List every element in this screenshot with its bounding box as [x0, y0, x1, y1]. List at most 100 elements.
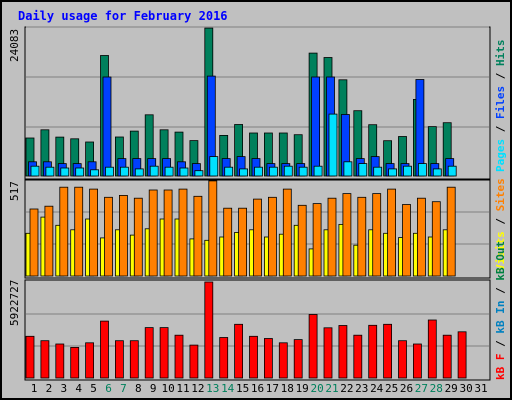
bar-pages [328, 113, 338, 177]
bar-pages [60, 167, 70, 177]
bar-sites [74, 186, 84, 277]
x-tick-label: 15 [236, 382, 249, 395]
bar-pages [373, 166, 383, 177]
bar-sites [387, 188, 397, 277]
bar-sites [267, 196, 277, 277]
bar-sites [193, 195, 203, 277]
bar-kbf [129, 340, 139, 379]
bar-kbf [412, 343, 422, 379]
bar-files [311, 76, 321, 177]
bar-kbf [368, 324, 378, 379]
bar-kbf [278, 342, 288, 379]
bar-kbf [70, 346, 80, 379]
middle-max-label: 517 [8, 181, 21, 201]
panel-middle-frame [24, 179, 491, 279]
x-tick-label: 25 [385, 382, 398, 395]
legend-separator: / [494, 281, 507, 301]
bar-kbf [219, 337, 229, 379]
panel-bottom-frame [24, 279, 491, 381]
bar-sites [133, 197, 143, 277]
bar-kbf [249, 335, 258, 379]
bar-kbf [144, 327, 154, 379]
legend: Pages / Files / Hits [494, 40, 507, 173]
bar-sites [148, 189, 158, 277]
bar-pages [209, 156, 219, 177]
bar-sites [402, 204, 411, 277]
legend-separator: / [494, 119, 507, 139]
x-tick-label: 9 [150, 382, 157, 395]
bar-sites [312, 203, 322, 277]
bar-sites [431, 201, 441, 277]
bar-pages [313, 165, 323, 177]
x-tick-label: 28 [430, 382, 443, 395]
bar-kbf [55, 343, 65, 379]
bar-pages [194, 170, 204, 177]
bar-sites [416, 197, 426, 277]
x-tick-label: 23 [355, 382, 368, 395]
x-tick-label: 14 [221, 382, 235, 395]
x-tick-label: 5 [90, 382, 97, 395]
bar-pages [224, 166, 234, 177]
bar-pages [403, 165, 412, 177]
bar-sites [238, 207, 248, 277]
bar-sites [59, 186, 69, 277]
bar-kbf [234, 323, 244, 379]
bar-pages [417, 163, 427, 177]
bar-kbf [383, 323, 393, 379]
x-tick-label: 16 [251, 382, 264, 395]
bar-pages [283, 165, 293, 177]
bar-kbf [308, 314, 318, 379]
bar-kbf [323, 327, 333, 379]
bar-files [415, 79, 425, 177]
legend-item: kB Out [494, 241, 507, 281]
x-tick-label: 11 [176, 382, 189, 395]
bar-sites [208, 180, 218, 277]
bar-pages [90, 169, 99, 177]
x-tick-label: 17 [266, 382, 279, 395]
bar-sites [178, 188, 188, 277]
bar-sites [282, 188, 292, 277]
x-tick-label: 27 [415, 382, 428, 395]
bar-kbf [159, 327, 169, 379]
legend-item: kB F [494, 354, 507, 381]
legends: Pages / Files / Hits Visits / Sites kB F /… [494, 40, 507, 381]
bar-pages [105, 166, 114, 177]
bar-kbf [100, 320, 109, 379]
gridlines [26, 26, 489, 347]
bar-sites [29, 208, 39, 277]
legend-separator: / [494, 211, 507, 231]
bar-pages [298, 166, 308, 177]
x-tick-label: 26 [400, 382, 413, 395]
legend-item: Pages [494, 139, 507, 172]
bar-pages [388, 168, 398, 177]
bar-sites [44, 205, 54, 277]
chart-title: Daily usage for February 2016 [18, 9, 228, 23]
legend-separator: / [494, 334, 507, 354]
x-tick-label: 1 [31, 382, 38, 395]
bar-pages [120, 166, 129, 177]
bar-pages [343, 161, 353, 177]
bar-sites [223, 207, 233, 277]
bar-sites [372, 193, 382, 277]
x-tick-label: 22 [340, 382, 353, 395]
bar-pages [447, 165, 457, 177]
bar-kbf [115, 340, 124, 379]
bar-files [102, 76, 112, 177]
bar-kbf [427, 319, 437, 379]
legend-item: Sites [494, 178, 507, 211]
bar-pages [30, 165, 40, 177]
top-max-label: 24083 [8, 29, 21, 62]
bar-pages [432, 168, 442, 177]
bar-kbf [174, 334, 184, 379]
legend-item: Hits [494, 40, 507, 67]
bar-sites [357, 196, 367, 277]
legend: Visits / Sites [494, 178, 507, 271]
bar-sites [104, 196, 113, 277]
bar-kbf [85, 342, 94, 379]
bar-sites [119, 194, 128, 277]
bar-pages [268, 166, 278, 177]
bar-sites [342, 193, 352, 277]
x-tick-label: 7 [120, 382, 127, 395]
x-tick-label: 8 [135, 382, 142, 395]
